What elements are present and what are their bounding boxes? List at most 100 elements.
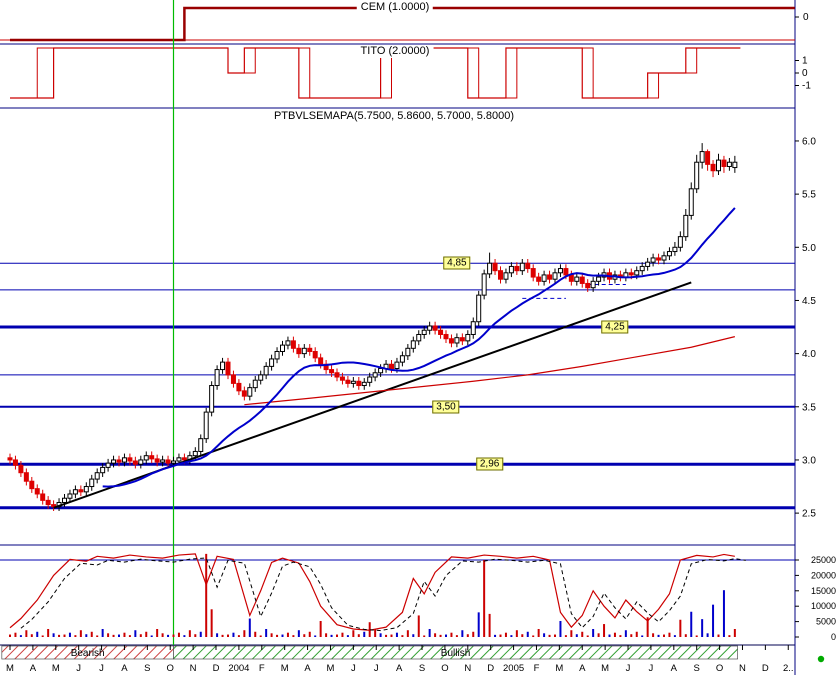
candle-body [416,333,422,342]
candle-body [547,274,553,280]
x-axis-label: N [464,663,471,674]
candle-body [83,486,89,493]
candle-body [438,329,444,335]
fast-ma-line [102,207,736,488]
x-axis-label: D [487,663,494,674]
x-axis-label: N [190,663,197,674]
candle-body [710,163,716,172]
price-flag[interactable]: 4,85 [443,256,471,270]
x-axis-label: M [6,663,14,674]
tito-signal-line-2 [10,47,741,99]
x-axis-label: O [716,663,723,674]
candle-body [487,262,493,275]
candle-body [563,268,569,276]
candle-body [230,374,236,384]
candle-body [666,251,672,257]
candle-body [312,350,318,359]
candle-body [399,355,405,363]
candle-body [427,325,433,331]
x-axis-label: 2004 [228,663,249,674]
candle-body [198,438,204,452]
candle-body [492,262,498,272]
candle-body [269,358,275,367]
candle-body [378,368,384,374]
price-axis-label: 6.0 [802,136,816,147]
candle-body [280,344,285,352]
candle-body [285,340,291,346]
candle-body [536,276,542,282]
candle-body [356,380,362,387]
volume-axis-label: 25000 [811,555,836,565]
candle-body [171,460,176,464]
candle-body [557,268,563,274]
candle-body [176,457,182,462]
candle-body [721,159,727,167]
x-axis-label: S [694,663,700,674]
candle-body [143,455,149,461]
candle-body [100,466,106,474]
candle-body [339,376,345,381]
candle-body [519,262,525,272]
candle-body [307,347,313,352]
candle-body [699,151,705,163]
x-axis-label: F [534,663,540,674]
candle-body [350,380,356,384]
candle-body [367,376,373,383]
candle-body [154,458,160,463]
candle-body [656,257,662,261]
tito-indicator-label: TITO (2.0000) [356,45,434,58]
candle-body [105,462,111,468]
cem-signal-line [10,6,795,42]
candle-body [634,270,640,276]
price-flag[interactable]: 4,25 [601,320,629,334]
price-axis-label: 5.0 [802,243,816,254]
candle-body [62,497,67,503]
x-axis-label: A [30,663,37,674]
x-axis-label: A [121,663,128,674]
candle-body [585,282,591,289]
price-flag[interactable]: 2,96 [475,457,504,471]
candle-body [732,161,738,169]
candle-body [274,350,280,360]
candle-body [214,369,220,387]
x-axis-label: M [555,663,563,674]
candle-body [12,459,18,466]
candle-body [160,459,166,463]
market-phase-band [173,645,738,660]
tito-axis-label: 0 [802,68,808,79]
cem-axis-label: 0 [803,12,809,23]
candle-body [225,361,231,376]
x-axis-label: D [213,663,220,674]
price-flag[interactable]: 3,50 [432,400,460,414]
candle-body [121,457,127,463]
candle-body [470,321,476,335]
candle-body [40,493,46,501]
candle-body [236,382,242,392]
volume-axis-label: 5000 [816,617,836,627]
x-axis-label: J [76,663,81,674]
candle-body [694,161,700,190]
candle-body [138,459,144,465]
candle-body [628,272,634,276]
candle-body [705,151,711,165]
candle-body [203,411,209,440]
x-axis-label: J [351,663,356,674]
volume-axis-label: 20000 [811,570,836,580]
candle-body [726,161,732,167]
tito-axis-label: -1 [802,81,811,92]
candle-body [552,272,558,280]
candle-body [514,265,520,272]
candle-body [481,273,487,296]
candle-body [596,276,602,282]
candle-body [683,214,689,238]
candle-body [181,457,187,461]
candle-body [525,262,531,270]
candle-body [465,333,471,342]
candle-body [443,333,449,340]
x-axis-label: O [167,663,174,674]
candle-body [574,276,580,282]
candle-body [127,457,133,462]
volume-axis-label: 0 [831,632,836,642]
